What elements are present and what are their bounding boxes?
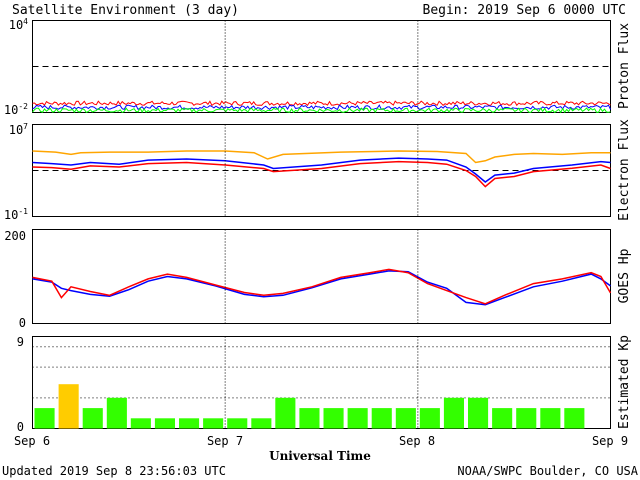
electron-ylabel: Electron Flux — [617, 119, 632, 221]
kp-ytick-top: 9 — [17, 335, 24, 349]
kp-bar-4 — [130, 418, 151, 429]
kp-bar-8 — [227, 418, 248, 429]
electron-ytick-top: 107 — [9, 122, 28, 137]
xtick-sep8: Sep 8 — [399, 434, 435, 448]
kp-bar-plot — [32, 346, 611, 429]
kp-bar-5 — [154, 418, 175, 429]
kp-bar-2 — [82, 408, 103, 429]
goes-hp-series-red — [32, 268, 612, 305]
goes-hp-plot — [32, 268, 612, 306]
kp-bar-11 — [299, 408, 320, 429]
hp-ytick-bottom: 0 — [19, 316, 26, 330]
kp-bar-9 — [251, 418, 272, 429]
kp-bar-17 — [443, 397, 464, 429]
electron-series-red — [32, 160, 611, 188]
kp-bar-22 — [564, 408, 585, 429]
updated-timestamp: Updated 2019 Sep 8 23:56:03 UTC — [2, 464, 226, 478]
kp-bar-12 — [323, 408, 344, 429]
kp-bar-15 — [395, 408, 416, 429]
kp-bar-13 — [347, 408, 368, 429]
proton-series-green — [32, 107, 611, 114]
kp-bar-7 — [203, 418, 224, 429]
kp-panel-frame — [32, 336, 611, 429]
electron-series-orange — [32, 150, 611, 164]
kp-bar-18 — [468, 397, 489, 429]
goes-hp-ylabel: GOES Hp — [617, 248, 632, 303]
kp-bar-10 — [275, 397, 296, 429]
kp-bar-16 — [419, 408, 440, 429]
day-dividers — [224, 20, 419, 429]
electron-flux-plot — [32, 150, 611, 188]
chart-title: Satellite Environment (3 day) — [12, 3, 239, 18]
proton-flux-plot — [32, 66, 611, 114]
kp-bar-3 — [106, 397, 127, 429]
kp-bar-19 — [492, 408, 513, 429]
electron-ytick-bottom: 10-1 — [4, 207, 28, 222]
hp-ytick-top: 200 — [4, 229, 26, 243]
kp-ylabel: Estimated Kp — [617, 335, 632, 429]
x-axis-label: Universal Time — [269, 449, 371, 463]
goes-hp-series-blue — [32, 270, 611, 306]
kp-bar-1 — [58, 384, 79, 429]
begin-time: Begin: 2019 Sep 6 0000 UTC — [423, 3, 627, 18]
kp-ytick-bottom: 0 — [17, 420, 24, 434]
proton-series-blue — [32, 104, 611, 111]
kp-bar-0 — [34, 408, 55, 429]
kp-bar-6 — [179, 418, 200, 429]
xtick-sep7: Sep 7 — [207, 434, 243, 448]
kp-bar-21 — [540, 408, 561, 429]
proton-series-red — [32, 100, 611, 107]
electron-series-blue — [32, 157, 611, 183]
proton-ylabel: Proton Flux — [617, 23, 632, 109]
proton-ytick-bottom: 10-2 — [4, 102, 28, 117]
kp-bar-14 — [371, 408, 392, 429]
xtick-sep9: Sep 9 — [592, 434, 628, 448]
xtick-sep6: Sep 6 — [14, 434, 50, 448]
credit-text: NOAA/SWPC Boulder, CO USA — [457, 464, 638, 478]
kp-bar-20 — [516, 408, 537, 429]
proton-ytick-top: 104 — [9, 17, 28, 32]
goes-hp-panel-frame — [32, 229, 611, 324]
